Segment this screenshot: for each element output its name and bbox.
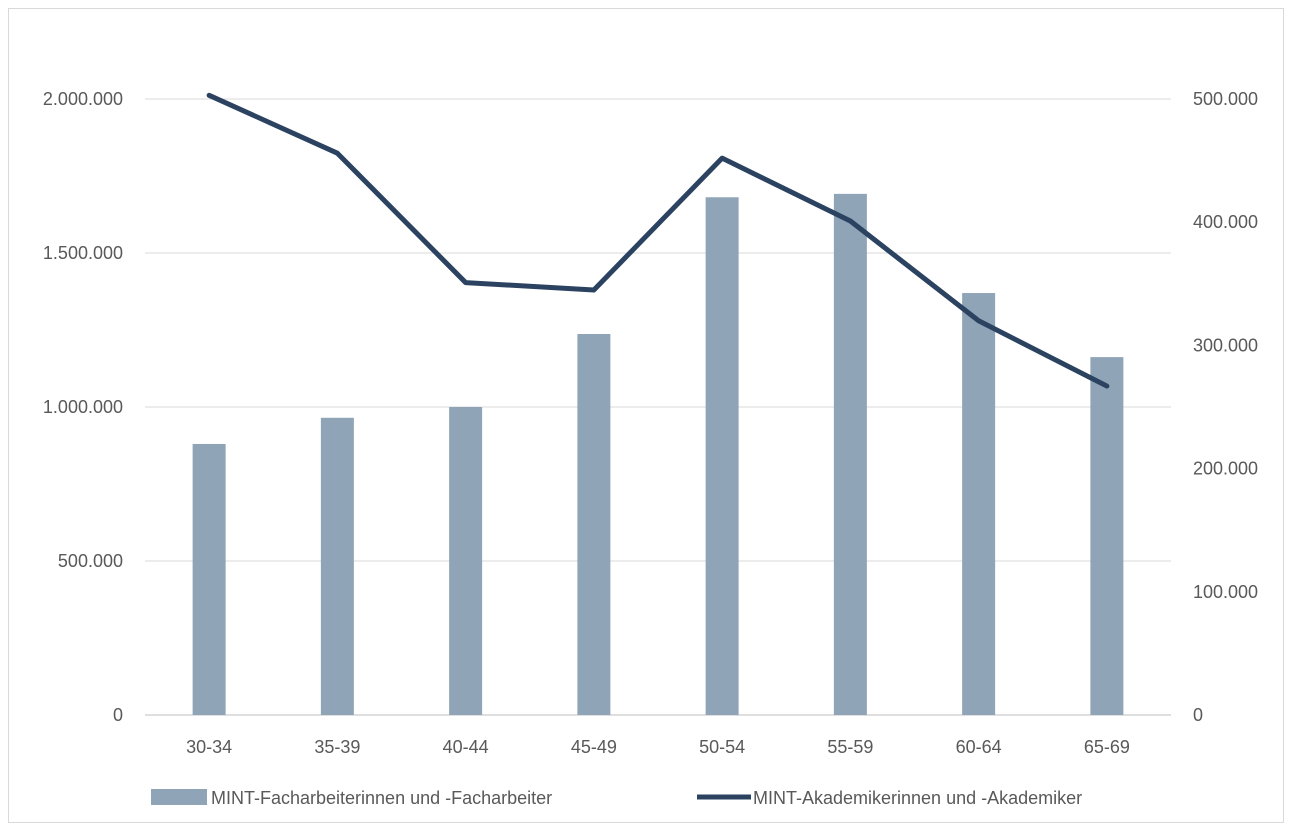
y-left-tick-label: 1.000.000 [43, 397, 123, 417]
legend-label-facharbeiter: MINT-Facharbeiterinnen und -Facharbeiter [211, 788, 552, 808]
line-series [206, 92, 1110, 389]
y-right-tick-label: 100.000 [1193, 582, 1258, 602]
x-tick-label: 50-54 [699, 737, 745, 757]
bar-series [192, 193, 1124, 715]
x-tick-label: 65-69 [1084, 737, 1130, 757]
y-left-tick-label: 1.500.000 [43, 243, 123, 263]
bar-65-69 [1090, 357, 1124, 715]
y-right-tick-label: 200.000 [1193, 459, 1258, 479]
x-tick-label: 30-34 [186, 737, 232, 757]
bar-40-44 [449, 407, 483, 715]
legend: MINT-Facharbeiterinnen und -Facharbeiter… [151, 788, 1082, 808]
x-tick-label: 40-44 [443, 737, 489, 757]
x-tick-label: 35-39 [314, 737, 360, 757]
bar-30-34 [192, 443, 226, 715]
gridlines [145, 98, 1171, 716]
x-tick-label: 60-64 [956, 737, 1002, 757]
y-left-tick-label: 500.000 [58, 551, 123, 571]
line-akademiker [206, 92, 1110, 389]
chart-frame: 0 500.000 1.000.000 1.500.000 2.000.000 0 100.… [8, 8, 1284, 823]
y-left-tick-label: 2.000.000 [43, 89, 123, 109]
combo-chart: 0 500.000 1.000.000 1.500.000 2.000.000 0 100.… [43, 89, 1258, 808]
legend-bar-swatch [151, 789, 207, 805]
y-right-tick-label: 500.000 [1193, 89, 1258, 109]
legend-label-akademiker: MINT-Akademikerinnen und -Akademiker [753, 788, 1082, 808]
bar-55-59 [833, 193, 867, 715]
axes: 0 500.000 1.000.000 1.500.000 2.000.000 0 100.… [43, 89, 1258, 757]
y-right-tick-label: 0 [1193, 705, 1203, 725]
bar-35-39 [320, 417, 354, 715]
y-right-tick-label: 300.000 [1193, 335, 1258, 355]
bar-50-54 [705, 197, 739, 715]
x-tick-label: 45-49 [571, 737, 617, 757]
y-left-tick-label: 0 [113, 705, 123, 725]
y-right-tick-label: 400.000 [1193, 212, 1258, 232]
x-tick-label: 55-59 [827, 737, 873, 757]
bar-60-64 [962, 293, 996, 715]
bar-45-49 [577, 334, 611, 715]
